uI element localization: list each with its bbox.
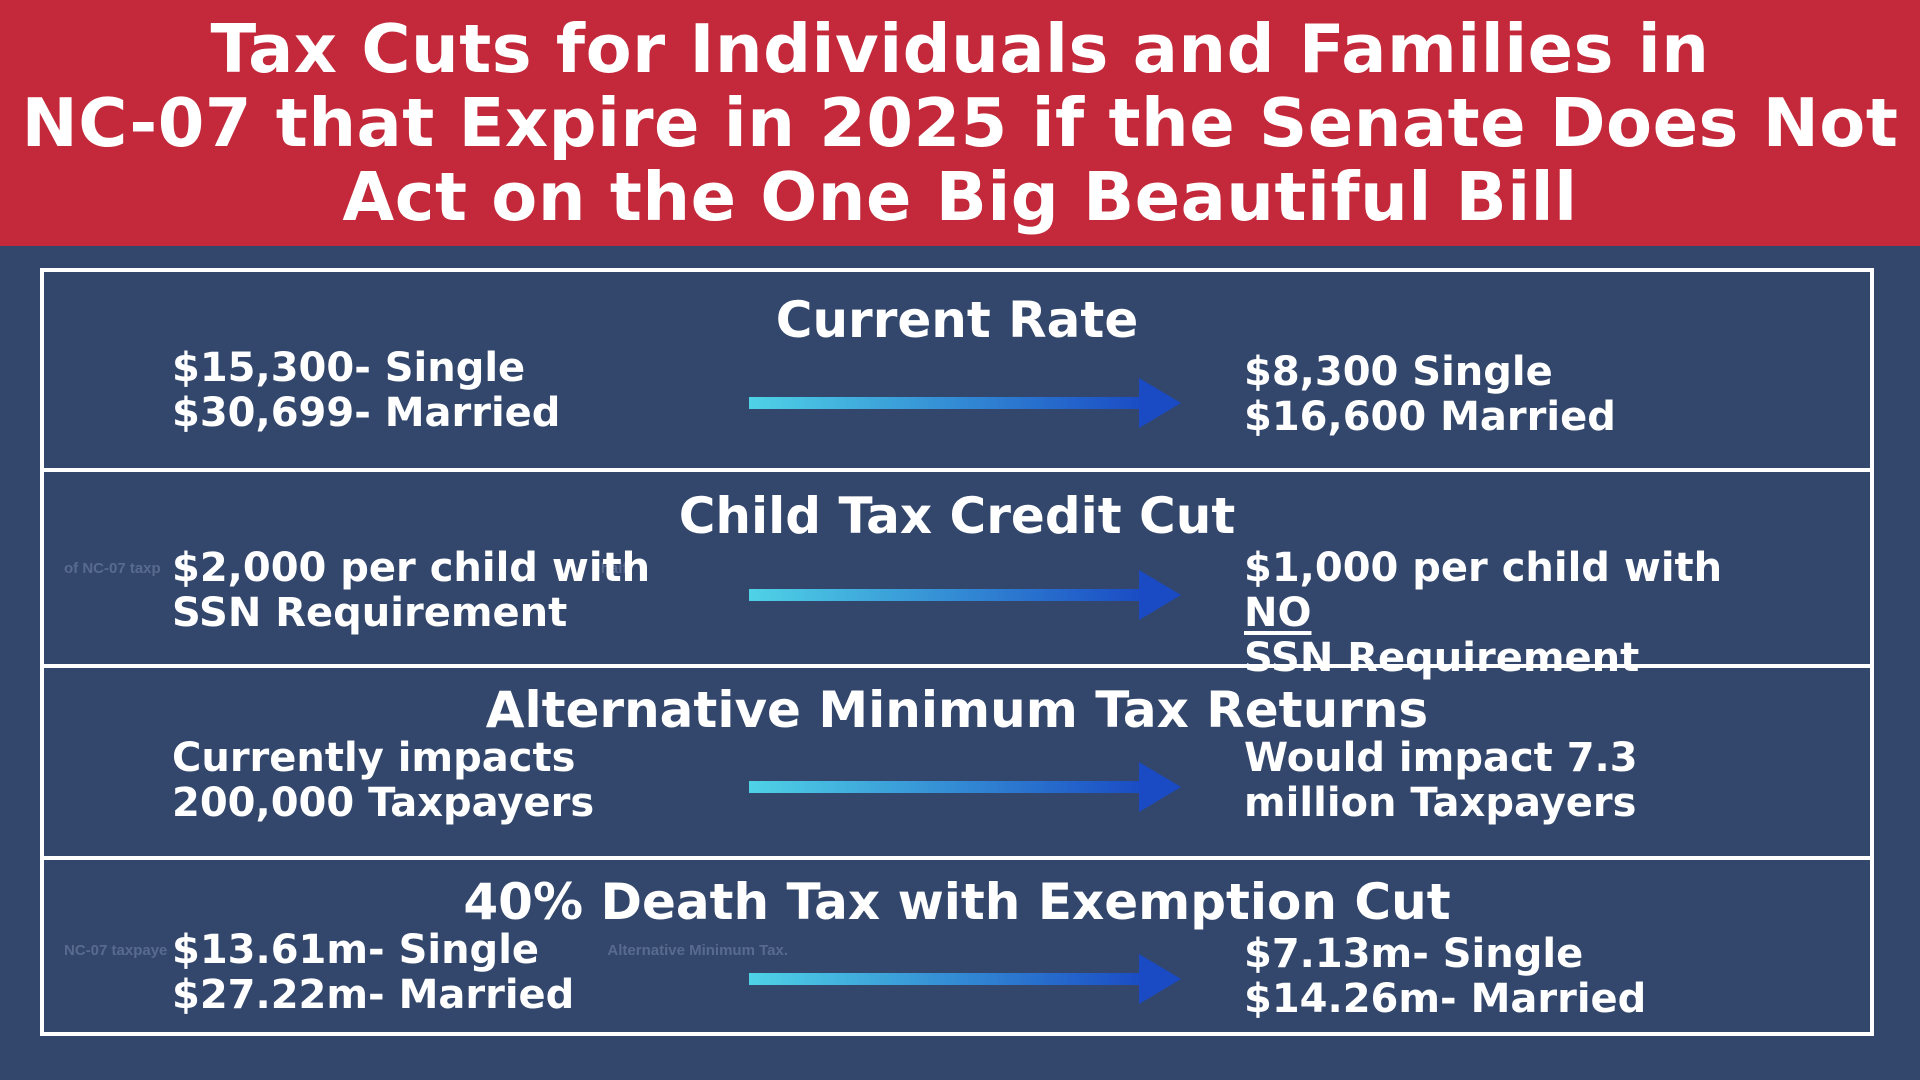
underlined-no: NO xyxy=(1244,590,1312,636)
value-line: $15,300- Single xyxy=(172,345,526,391)
value-line: $27.22m- Married xyxy=(172,972,575,1018)
current-values: Currently impacts 200,000 Taxpayers xyxy=(172,736,594,826)
current-values: $2,000 per child with SSN Requirement xyxy=(172,546,650,636)
panel-alternative-minimum-tax: Alternative Minimum Tax Returns Currentl… xyxy=(44,664,1870,856)
panel-title: Alternative Minimum Tax Returns xyxy=(485,681,1429,739)
panel-title: Current Rate xyxy=(775,291,1139,349)
current-values: $15,300- Single $30,699- Married xyxy=(172,346,560,436)
value-line: $7.13m- Single xyxy=(1244,931,1584,977)
value-line: $13.61m- Single xyxy=(172,927,540,973)
value-line: $2,000 per child with xyxy=(172,545,651,591)
current-values: $13.61m- Single $27.22m- Married xyxy=(172,928,574,1018)
panel-title: Child Tax Credit Cut xyxy=(678,487,1236,545)
value-line: $8,300 Single xyxy=(1244,349,1553,395)
expired-values: Would impact 7.3 million Taxpayers xyxy=(1244,736,1638,826)
value-line: NO SSN Requirement xyxy=(1244,591,1722,681)
comparison-frame: Current Rate $15,300- Single $30,699- Ma… xyxy=(40,268,1874,1036)
value-line: $16,600 Married xyxy=(1244,394,1616,440)
expired-values: $7.13m- Single $14.26m- Married xyxy=(1244,932,1646,1022)
title-line-2: NC-07 that Expire in 2025 if the Senate … xyxy=(21,84,1899,162)
arrow-right-icon xyxy=(749,762,1181,812)
expired-values: $8,300 Single $16,600 Married xyxy=(1244,350,1616,440)
value-line: 200,000 Taxpayers xyxy=(172,780,595,826)
value-line: $30,699- Married xyxy=(172,390,561,436)
title-banner: Tax Cuts for Individuals and Families in… xyxy=(0,0,1920,246)
expired-values: $1,000 per child with NO SSN Requirement xyxy=(1244,546,1722,681)
panel-death-tax: NC-07 taxpaye Alternative Minimum Tax. 40… xyxy=(44,856,1870,1032)
arrow-right-icon xyxy=(749,954,1181,1004)
faint-background-text: NC-07 taxpaye Alternative Minimum Tax. xyxy=(64,942,788,959)
panel-title: 40% Death Tax with Exemption Cut xyxy=(463,873,1451,931)
value-line: million Taxpayers xyxy=(1244,780,1637,826)
panel-current-rate: Current Rate $15,300- Single $30,699- Ma… xyxy=(44,272,1870,468)
value-line: SSN Requirement xyxy=(172,590,568,636)
title-line-3: Act on the One Big Beautiful Bill xyxy=(342,158,1578,236)
arrow-right-icon xyxy=(749,378,1181,428)
panel-child-tax-credit: of NC-07 taxp half. Child Tax Credit Cut … xyxy=(44,468,1870,681)
value-line: Would impact 7.3 xyxy=(1244,735,1638,781)
faint-background-text: of NC-07 taxp half. xyxy=(64,560,632,577)
value-line: Currently impacts xyxy=(172,735,576,781)
arrow-right-icon xyxy=(749,570,1181,620)
value-line: $14.26m- Married xyxy=(1244,976,1647,1022)
title-line-1: Tax Cuts for Individuals and Families in xyxy=(210,10,1710,88)
value-line: $1,000 per child with xyxy=(1244,545,1723,591)
